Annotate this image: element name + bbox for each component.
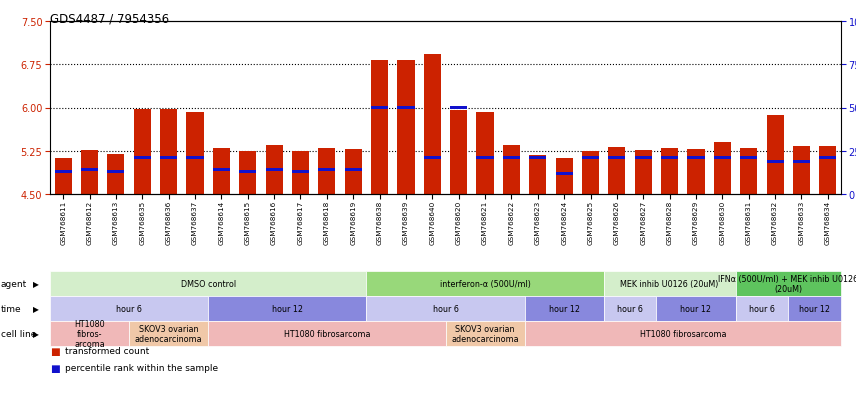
Bar [292, 152, 309, 195]
Bar [371, 107, 388, 110]
Bar [345, 169, 362, 172]
Bar [55, 159, 72, 195]
Bar [740, 149, 758, 195]
Bar [107, 154, 124, 195]
Bar [213, 149, 230, 195]
Bar [345, 150, 362, 195]
Text: interferon-α (500U/ml): interferon-α (500U/ml) [440, 279, 531, 288]
Text: MEK inhib U0126 (20uM): MEK inhib U0126 (20uM) [621, 279, 719, 288]
Text: hour 6: hour 6 [116, 304, 142, 313]
Bar [265, 169, 282, 172]
Bar [239, 152, 256, 195]
Bar [239, 171, 256, 174]
Bar [582, 157, 599, 160]
Bar [793, 147, 810, 195]
Text: hour 6: hour 6 [617, 304, 643, 313]
Bar [81, 150, 98, 195]
Bar [397, 107, 414, 110]
Bar [661, 157, 678, 160]
Bar [502, 146, 520, 195]
Text: hour 12: hour 12 [549, 304, 580, 313]
Text: HT1080
fibros-
arcoma: HT1080 fibros- arcoma [74, 319, 105, 349]
Bar [160, 157, 177, 160]
Text: ▶: ▶ [33, 329, 39, 338]
Bar [714, 157, 731, 160]
Bar [477, 112, 494, 195]
Bar [609, 157, 626, 160]
Bar [318, 149, 336, 195]
Bar [714, 143, 731, 195]
Text: HT1080 fibrosarcoma: HT1080 fibrosarcoma [639, 329, 726, 338]
Bar [477, 157, 494, 160]
Bar [397, 60, 414, 195]
Bar [450, 107, 467, 110]
Bar [556, 172, 573, 176]
Text: time: time [1, 304, 21, 313]
Bar [609, 147, 626, 195]
Bar [766, 116, 783, 195]
Bar [134, 157, 151, 160]
Bar [529, 157, 546, 160]
Bar [292, 171, 309, 174]
Bar [687, 150, 704, 195]
Text: SKOV3 ovarian
adenocarcinoma: SKOV3 ovarian adenocarcinoma [135, 324, 203, 343]
Bar [687, 157, 704, 160]
Text: cell line: cell line [1, 329, 36, 338]
Text: hour 6: hour 6 [432, 304, 459, 313]
Text: SKOV3 ovarian
adenocarcinoma: SKOV3 ovarian adenocarcinoma [451, 324, 519, 343]
Text: IFNα (500U/ml) + MEK inhib U0126
(20uM): IFNα (500U/ml) + MEK inhib U0126 (20uM) [718, 274, 856, 294]
Bar [424, 55, 441, 195]
Bar [371, 61, 388, 195]
Bar [213, 169, 230, 172]
Text: HT1080 fibrosarcoma: HT1080 fibrosarcoma [283, 329, 370, 338]
Bar [187, 112, 204, 195]
Bar [661, 149, 678, 195]
Bar [160, 110, 177, 195]
Bar [424, 157, 441, 160]
Bar [582, 152, 599, 195]
Bar [793, 160, 810, 163]
Text: agent: agent [1, 279, 27, 288]
Text: percentile rank within the sample: percentile rank within the sample [65, 363, 218, 372]
Bar [556, 158, 573, 195]
Text: DMSO control: DMSO control [181, 279, 235, 288]
Bar [187, 157, 204, 160]
Text: ■: ■ [50, 346, 60, 356]
Bar [318, 169, 336, 172]
Text: GDS4487 / 7954356: GDS4487 / 7954356 [50, 12, 169, 25]
Bar [55, 171, 72, 174]
Text: hour 12: hour 12 [681, 304, 711, 313]
Bar [766, 160, 783, 163]
Bar [819, 157, 836, 160]
Bar [107, 171, 124, 174]
Bar [81, 169, 98, 172]
Bar [740, 157, 758, 160]
Text: transformed count: transformed count [65, 347, 150, 356]
Text: hour 12: hour 12 [272, 304, 303, 313]
Text: ■: ■ [50, 363, 60, 373]
Bar [502, 157, 520, 160]
Bar [634, 157, 651, 160]
Bar [529, 155, 546, 195]
Bar [450, 111, 467, 195]
Text: hour 6: hour 6 [749, 304, 775, 313]
Bar [634, 150, 651, 195]
Text: hour 12: hour 12 [800, 304, 830, 313]
Bar [134, 110, 151, 195]
Text: ▶: ▶ [33, 279, 39, 288]
Bar [819, 147, 836, 195]
Text: ▶: ▶ [33, 304, 39, 313]
Bar [265, 146, 282, 195]
